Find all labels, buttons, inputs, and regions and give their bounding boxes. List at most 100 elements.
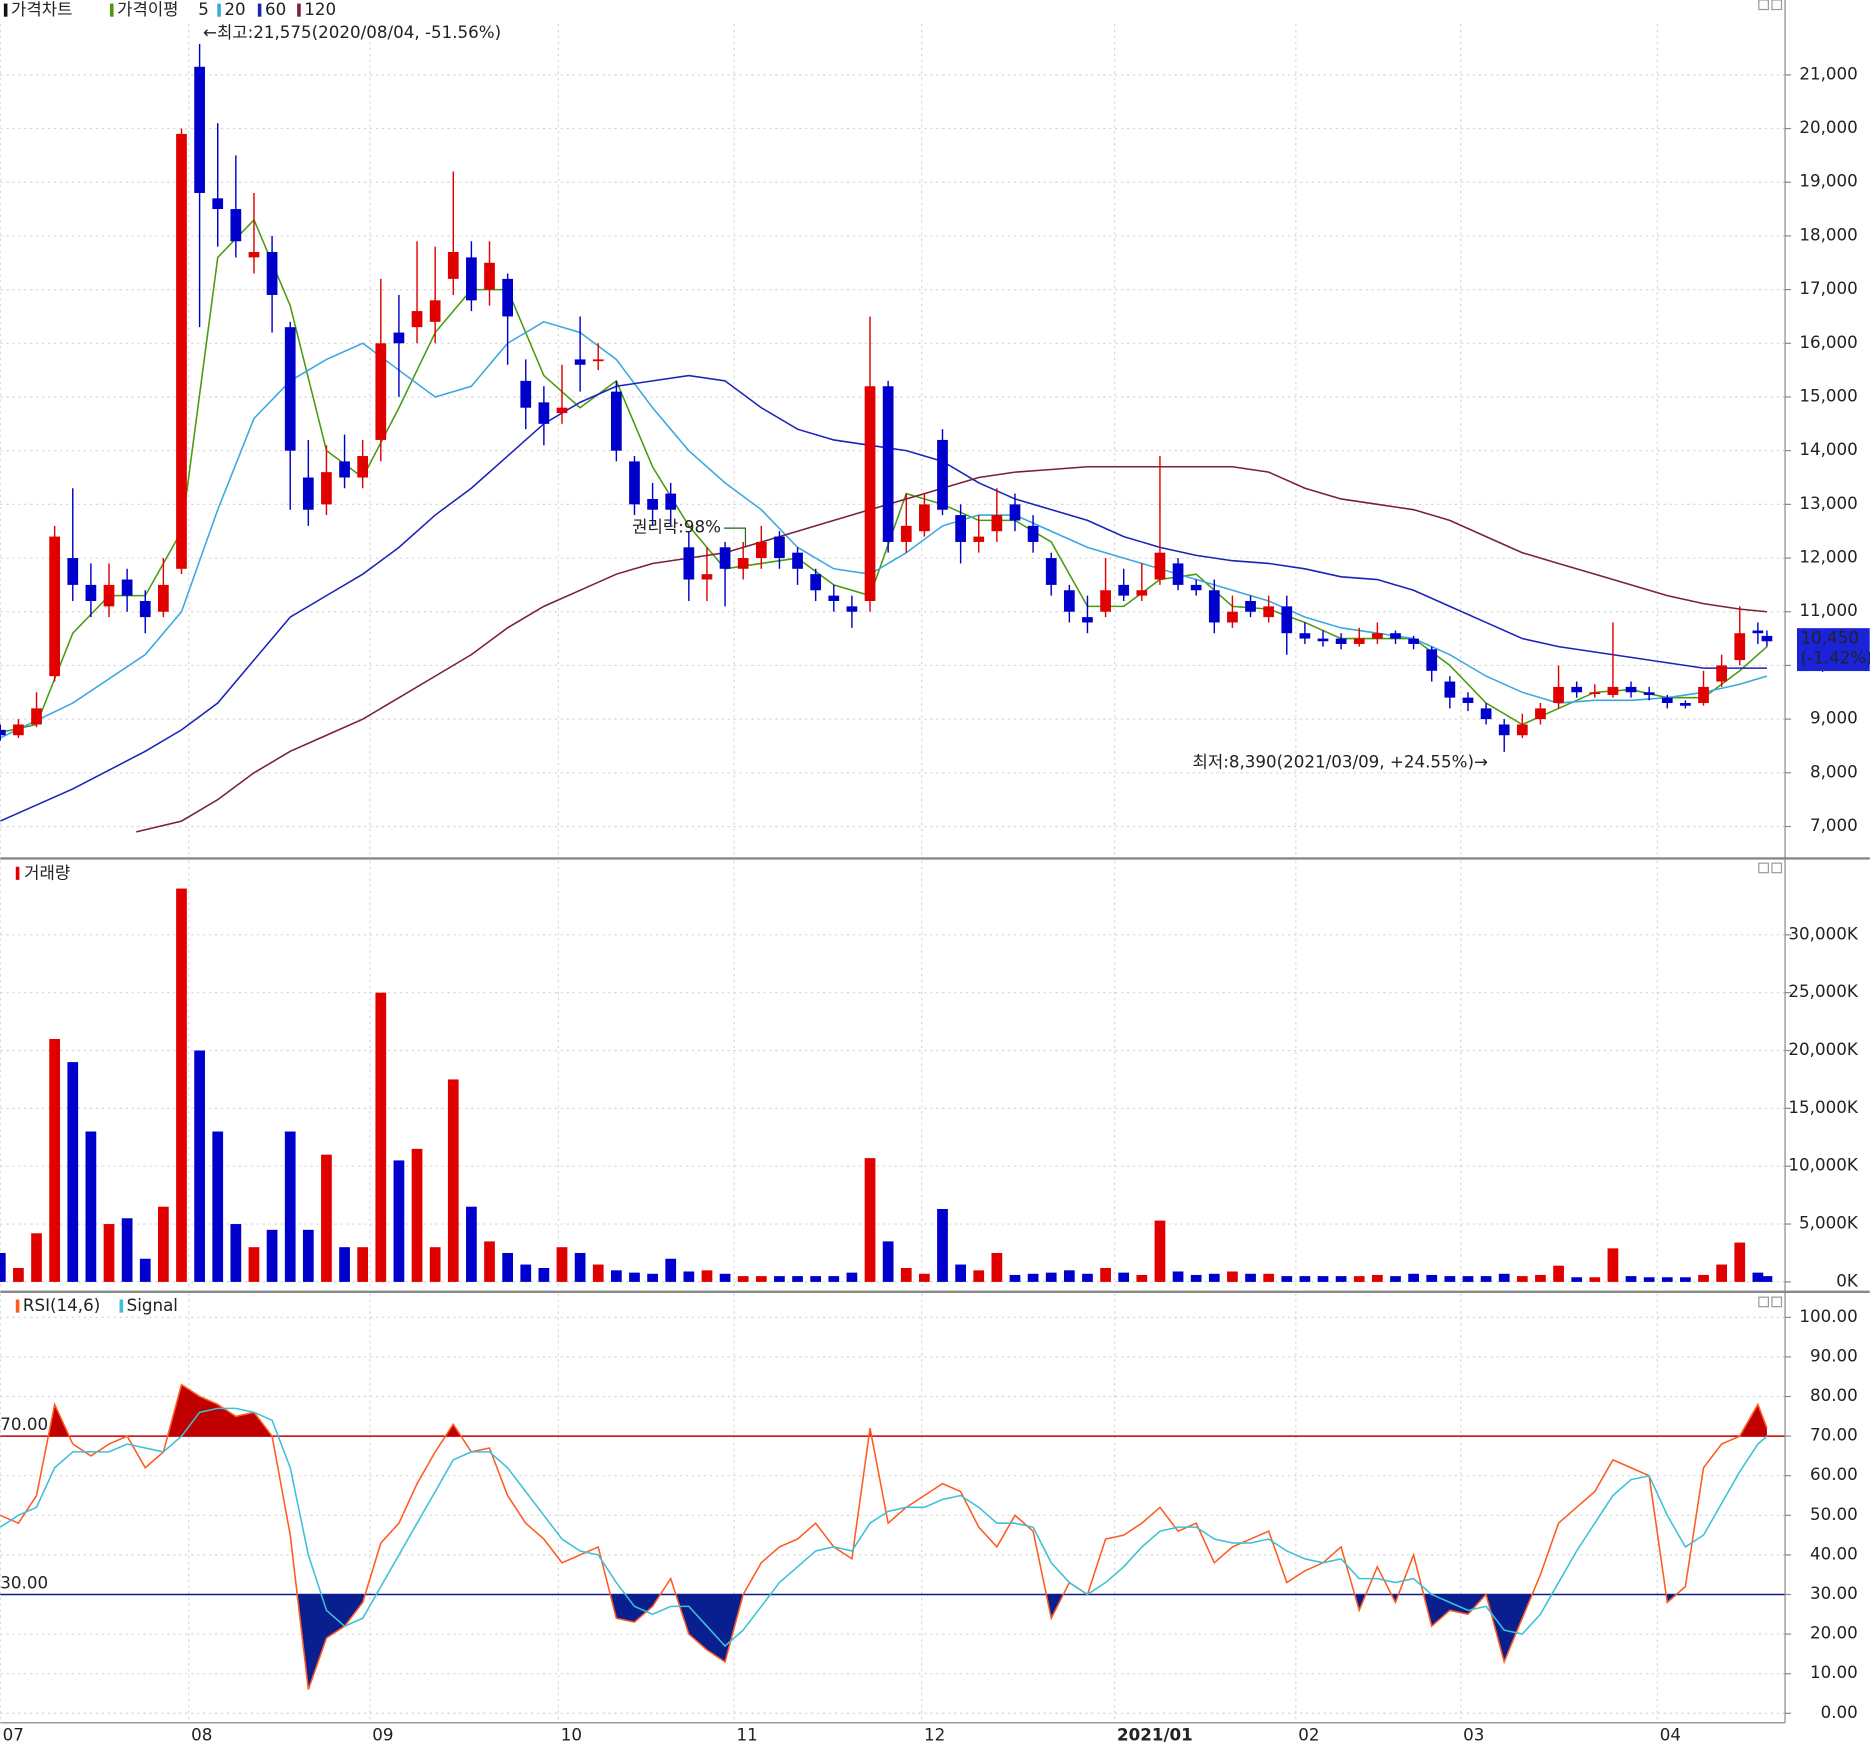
- candle-body: [1752, 630, 1764, 634]
- candle-body: [1625, 686, 1637, 693]
- close-button[interactable]: [1771, 1296, 1783, 1308]
- candle-body: [1535, 708, 1546, 720]
- volume-bar: [882, 1241, 894, 1282]
- y-tick-label: 5,000K: [1799, 1214, 1859, 1233]
- volume-bar: [755, 1276, 767, 1282]
- candle-body: [991, 515, 1003, 532]
- moving-average-line: [136, 465, 1768, 833]
- legend-label: 거래량: [24, 863, 70, 882]
- candle-body: [701, 574, 713, 580]
- x-tick-label: 12: [924, 1725, 945, 1744]
- volume-bar: [1625, 1276, 1637, 1282]
- candle-body: [1227, 611, 1238, 623]
- volume-bar: [194, 1050, 205, 1282]
- volume-bar: [1462, 1276, 1474, 1282]
- candle-body: [31, 708, 42, 725]
- volume-bar: [610, 1270, 622, 1282]
- window-buttons[interactable]: [1758, 0, 1783, 1308]
- candle-body: [1698, 686, 1709, 704]
- y-tick-label: 19,000: [1799, 172, 1857, 191]
- candle-body: [1190, 584, 1202, 591]
- y-tick-label: 40.00: [1810, 1544, 1858, 1563]
- volume-bar: [1227, 1271, 1238, 1282]
- volume-bar: [248, 1247, 260, 1282]
- last-price-box: [1796, 628, 1870, 672]
- y-tick-label: 20,000: [1799, 118, 1857, 137]
- candle-body: [13, 724, 24, 736]
- candle-body: [1208, 590, 1220, 623]
- x-tick-label: 09: [372, 1725, 393, 1744]
- volume-bar: [719, 1273, 731, 1282]
- y-tick-label: 15,000K: [1788, 1098, 1858, 1117]
- volume-bar: [1100, 1268, 1111, 1282]
- candle-body: [1680, 703, 1691, 706]
- volume-bar: [1299, 1276, 1311, 1282]
- candle-body: [85, 584, 97, 601]
- candle-body: [1027, 525, 1039, 542]
- y-tick-label: 8,000: [1810, 762, 1858, 781]
- volume-bar: [321, 1154, 332, 1282]
- volume-bar: [574, 1252, 586, 1282]
- minimize-button[interactable]: [1758, 1296, 1769, 1308]
- x-tick-label: 08: [191, 1725, 212, 1744]
- x-tick-label: 07: [3, 1725, 24, 1744]
- volume-bar: [357, 1247, 369, 1282]
- volume-bar: [1752, 1272, 1764, 1282]
- rsi-level-fill: [48, 1384, 1767, 1437]
- minimize-button[interactable]: [1758, 0, 1769, 11]
- volume-bar: [176, 888, 187, 1282]
- candle-body: [1100, 590, 1111, 612]
- legend-swatch: [109, 3, 114, 17]
- candle-body: [737, 558, 749, 569]
- close-button[interactable]: [1771, 862, 1783, 874]
- candle-body: [1063, 590, 1075, 612]
- volume-bar: [1082, 1273, 1093, 1282]
- candle-body: [864, 386, 876, 601]
- volume-bar: [1353, 1276, 1365, 1282]
- y-tick-label: 11,000: [1799, 601, 1857, 620]
- moving-average-line: [0, 374, 1767, 822]
- y-tick-label: 50.00: [1810, 1505, 1858, 1524]
- candle-body: [683, 547, 695, 580]
- volume-bar: [647, 1273, 658, 1282]
- volume-bar: [1480, 1276, 1492, 1282]
- volume-bar: [1661, 1277, 1673, 1282]
- candle-body: [67, 558, 79, 585]
- volume-bar: [1281, 1276, 1293, 1282]
- candle-body: [212, 198, 224, 210]
- volume-bar: [810, 1276, 822, 1282]
- volume-bar: [1372, 1274, 1383, 1282]
- volume-bar: [1607, 1248, 1619, 1282]
- volume-bar: [1643, 1277, 1655, 1282]
- candle-body: [447, 252, 459, 279]
- y-tick-label: 10,000K: [1788, 1156, 1858, 1175]
- y-tick-label: 0.00: [1821, 1703, 1858, 1722]
- y-tick-label: 17,000: [1799, 279, 1857, 298]
- candle-body: [1172, 563, 1184, 585]
- candle-body: [1263, 606, 1275, 618]
- candle-body: [1761, 635, 1773, 642]
- y-tick-label: 20.00: [1810, 1624, 1858, 1643]
- candle-body: [302, 477, 314, 510]
- x-tick-label: 03: [1463, 1725, 1484, 1744]
- candle-body: [194, 66, 205, 193]
- volume-bar: [484, 1241, 495, 1282]
- volume-bar: [302, 1229, 314, 1282]
- candle-body: [393, 332, 405, 344]
- y-tick-label: 30,000K: [1788, 924, 1858, 943]
- candle-body: [1299, 633, 1311, 639]
- annotation: ←최고:21,575(2020/08/04, -51.56%): [203, 23, 501, 42]
- candle-body: [0, 729, 6, 736]
- close-button[interactable]: [1771, 0, 1783, 11]
- candle-body: [792, 552, 803, 569]
- y-tick-label: 90.00: [1810, 1346, 1858, 1365]
- volume-bar: [864, 1158, 876, 1282]
- y-tick-label: 21,000: [1799, 64, 1857, 83]
- candle-body: [937, 439, 948, 510]
- minimize-button[interactable]: [1758, 862, 1769, 874]
- y-tick-label: 60.00: [1810, 1465, 1858, 1484]
- candle-body: [1661, 697, 1673, 704]
- candle-body: [139, 600, 151, 618]
